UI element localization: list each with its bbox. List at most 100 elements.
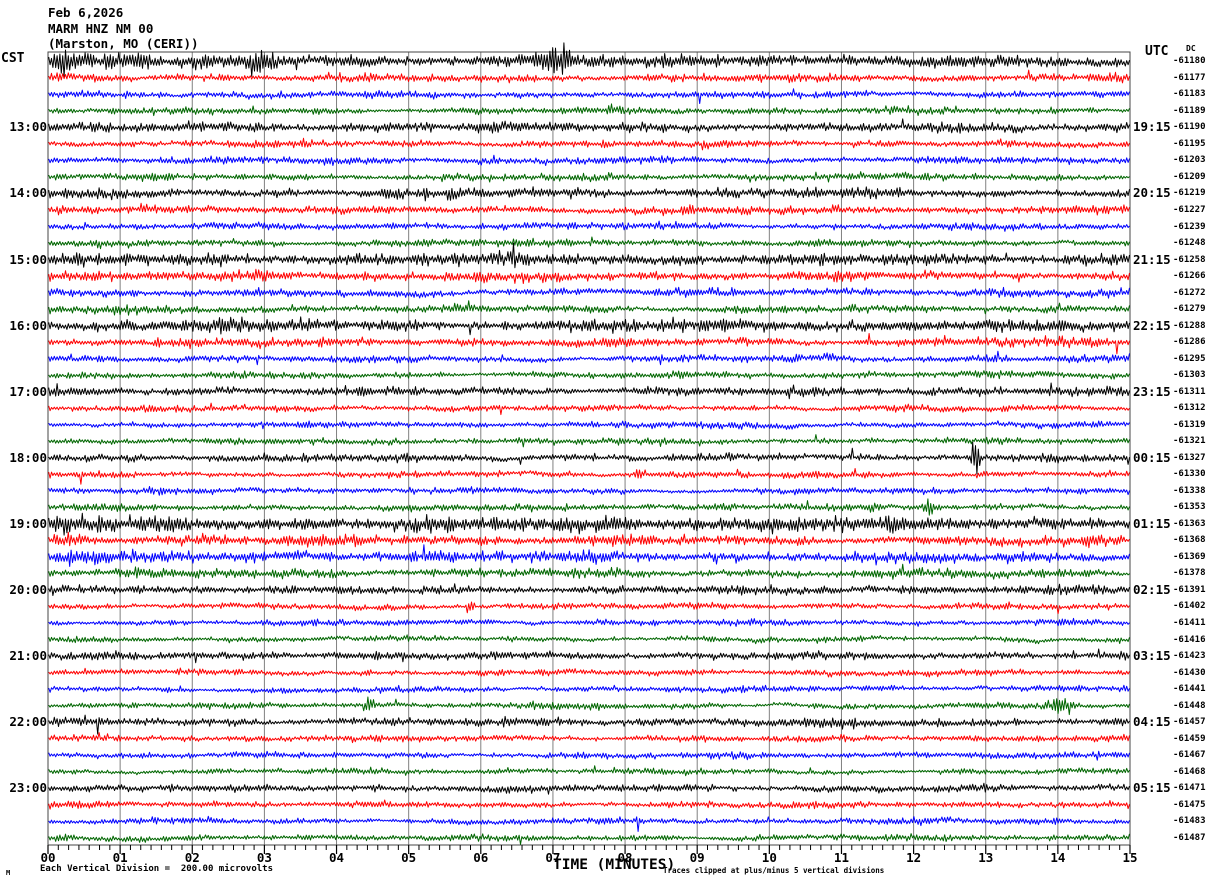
cst-time-label: 22:00 (9, 714, 47, 730)
left-axis-title: CST (1, 51, 25, 66)
x-tick-label: 14 (1050, 850, 1066, 865)
dc-column-header: DC (1186, 44, 1196, 53)
utc-time-label: 19:15 (1133, 119, 1171, 135)
trace-row-41 (48, 732, 1130, 744)
dc-value: -61311 (1173, 386, 1206, 397)
cst-time-label: 15:00 (9, 251, 47, 267)
x-tick-label: 10 (761, 850, 777, 865)
dc-value: -61475 (1173, 799, 1206, 810)
dc-value: -61190 (1173, 122, 1206, 133)
dc-value: -61248 (1173, 238, 1206, 249)
dc-value: -61266 (1173, 271, 1206, 282)
trace-row-33 (48, 601, 1130, 615)
trace-row-30 (48, 544, 1130, 567)
x-tick-label: 08 (617, 850, 633, 865)
dc-value: -61180 (1173, 56, 1206, 67)
dc-value: -61209 (1173, 171, 1206, 182)
x-tick-label: 13 (978, 850, 994, 865)
dc-value: -61177 (1173, 72, 1206, 83)
trace-row-19 (48, 370, 1130, 380)
x-tick-label: 00 (40, 850, 56, 865)
trace-row-42 (48, 750, 1130, 761)
x-tick-label: 01 (112, 850, 128, 865)
trace-row-0 (48, 42, 1130, 77)
trace-row-7 (48, 171, 1130, 183)
dc-value: -61303 (1173, 370, 1206, 381)
x-tick-label: 12 (906, 850, 922, 865)
dc-value: -61286 (1173, 337, 1206, 348)
x-tick-label: 04 (329, 850, 345, 865)
utc-time-label: 22:15 (1133, 317, 1171, 333)
dc-value: -61467 (1173, 750, 1206, 761)
x-tick-label: 02 (184, 850, 200, 865)
trace-row-25 (48, 468, 1130, 485)
trace-row-9 (48, 202, 1130, 217)
trace-row-22 (48, 420, 1130, 430)
dc-value: -61457 (1173, 717, 1206, 728)
trace-row-11 (48, 236, 1130, 250)
x-axis-title: TIME (MINUTES) (553, 857, 676, 873)
cst-time-label: 23:00 (9, 780, 47, 796)
trace-row-2 (48, 88, 1130, 104)
dc-value: -61312 (1173, 403, 1206, 414)
trace-row-4 (48, 118, 1130, 134)
dc-value: -61321 (1173, 436, 1206, 447)
corner-mark: M (6, 869, 11, 877)
dc-value: -61391 (1173, 584, 1206, 595)
trace-row-17 (48, 333, 1130, 355)
dc-value: -61189 (1173, 105, 1206, 116)
dc-value: -61402 (1173, 601, 1206, 612)
utc-time-label: 03:15 (1133, 648, 1171, 664)
x-tick-label: 09 (689, 850, 705, 865)
trace-row-26 (48, 486, 1130, 496)
dc-value: -61416 (1173, 634, 1206, 645)
plot-frame (47, 51, 1131, 846)
dc-value: -61239 (1173, 221, 1206, 232)
trace-row-18 (48, 350, 1130, 366)
trace-row-24 (48, 441, 1130, 475)
dc-value: -61195 (1173, 138, 1206, 149)
dc-value: -61258 (1173, 254, 1206, 265)
trace-row-45 (48, 799, 1130, 810)
trace-row-14 (48, 286, 1130, 299)
cst-time-label: 18:00 (9, 449, 47, 465)
trace-row-13 (48, 268, 1130, 284)
dc-value: -61411 (1173, 618, 1206, 628)
trace-row-39 (48, 696, 1130, 716)
cst-time-label: 19:00 (9, 515, 47, 531)
clip-note: Traces clipped at plus/minus 5 vertical … (663, 866, 885, 875)
dc-value: -61487 (1173, 832, 1206, 843)
dc-value: -61288 (1173, 320, 1206, 331)
trace-row-28 (48, 512, 1130, 536)
trace-row-35 (48, 634, 1130, 645)
cst-time-label: 20:00 (9, 581, 47, 597)
dc-value: -61227 (1173, 204, 1206, 215)
trace-row-43 (48, 765, 1130, 777)
utc-time-label: 21:15 (1133, 251, 1171, 267)
dc-value: -61295 (1173, 353, 1206, 364)
header-station: MARM HNZ NM 00 (48, 20, 154, 36)
x-tick-label: 03 (256, 850, 272, 865)
dc-value: -61327 (1173, 452, 1206, 463)
right-axis-title: UTC (1145, 44, 1169, 59)
x-tick-label: 15 (1122, 850, 1138, 865)
trace-row-15 (48, 300, 1130, 316)
cst-time-label: 13:00 (9, 119, 47, 135)
trace-row-46 (48, 815, 1130, 832)
trace-row-36 (48, 648, 1130, 664)
dc-value: -61338 (1173, 485, 1206, 496)
dc-value: -61272 (1173, 287, 1206, 298)
cst-time-label: 21:00 (9, 648, 47, 664)
dc-value: -61430 (1173, 667, 1206, 678)
header: Feb 6,2026 MARM HNZ NM 00 (Marston, MO (… (48, 5, 199, 52)
trace-row-6 (48, 154, 1130, 166)
utc-time-label: 05:15 (1133, 780, 1171, 796)
trace-row-29 (48, 531, 1130, 549)
utc-time-label: 23:15 (1133, 383, 1171, 399)
dc-value: -61368 (1173, 535, 1206, 546)
trace-row-31 (48, 563, 1130, 580)
dc-value: -61378 (1173, 568, 1206, 579)
trace-row-40 (48, 714, 1130, 735)
trace-row-16 (48, 316, 1130, 336)
